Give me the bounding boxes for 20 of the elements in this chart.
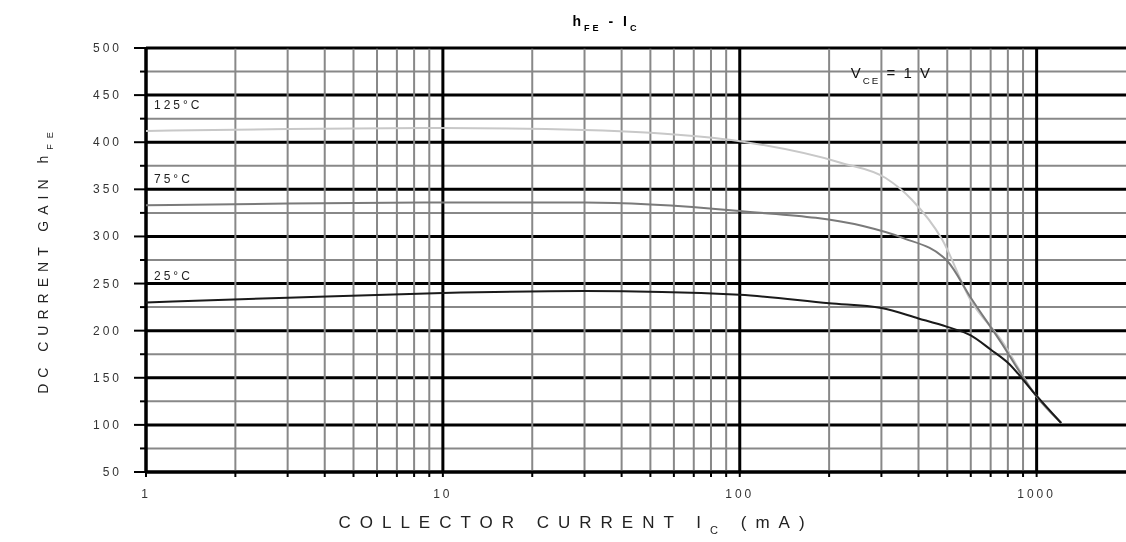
y-tick-label: 500	[92, 41, 122, 55]
y-tick-label: 450	[92, 88, 122, 103]
x-tick-label: 100	[725, 487, 755, 501]
y-tick-label: 200	[92, 323, 122, 338]
y-tick-label: 300	[92, 229, 122, 244]
y-tick-label: 50	[102, 465, 122, 479]
text: COLLECTOR CURRENT I$_{C}$ (mA)	[338, 513, 814, 536]
x-tick-label: 1	[141, 487, 151, 501]
chart-title: h$_{FE}$ - I$_{C}$	[572, 13, 640, 33]
series-label: 75°C	[154, 172, 193, 187]
y-tick-label: 400	[92, 135, 122, 150]
x-tick-label: 10	[433, 487, 453, 501]
annotation: V$_{CE}$ = 1 V	[850, 64, 932, 86]
series-label: 125°C	[154, 97, 203, 112]
x-tick-label: 1000	[1017, 487, 1056, 501]
series-label: 25°C	[154, 269, 193, 284]
y-tick-label: 150	[92, 370, 122, 385]
y-tick-label: 250	[92, 276, 122, 291]
y-tick-label: 100	[92, 417, 122, 432]
y-tick-label: 350	[92, 182, 122, 197]
